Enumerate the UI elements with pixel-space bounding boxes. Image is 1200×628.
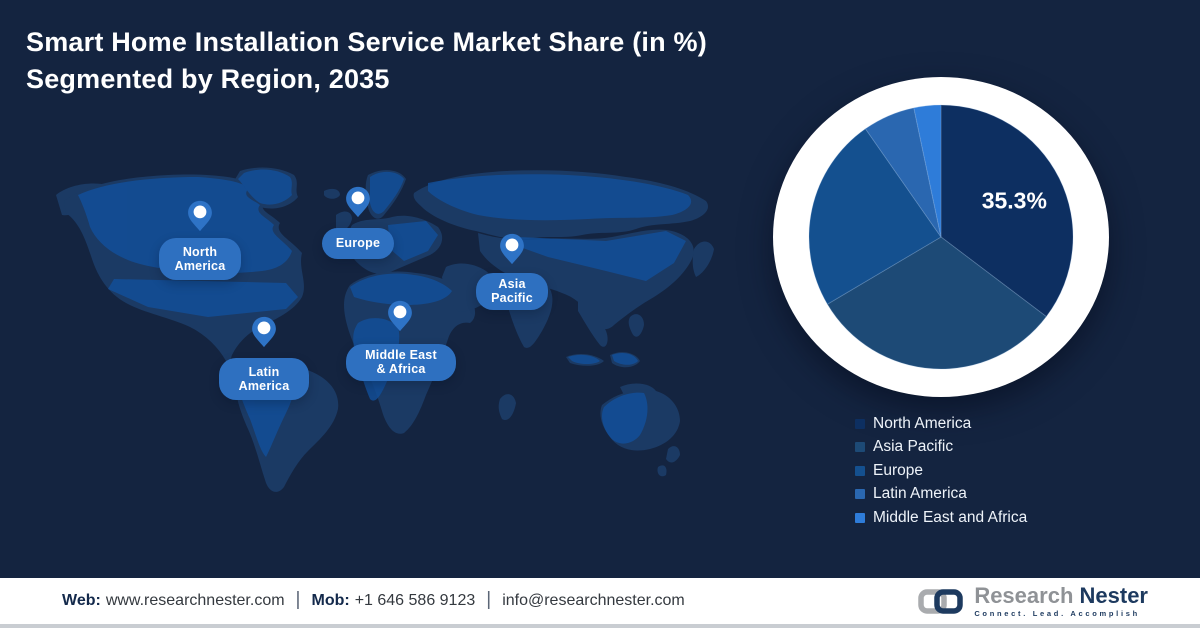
region-label-europe: Europe: [322, 227, 394, 259]
pie-slice-asia-pacific: [826, 236, 1048, 370]
page-title-line-2: Segmented by Region, 2035: [26, 64, 390, 94]
pie-legend: North America Asia Pacific Europe Latin Ame…: [855, 412, 1027, 530]
pie-data-label-north-america: 35.3%: [982, 188, 1047, 214]
region-label-line: Pacific: [491, 291, 533, 305]
phone-number: +1 646 586 9123: [354, 592, 476, 609]
location-pin-icon: [346, 186, 370, 218]
logo-word-nester: Nester: [1079, 582, 1148, 608]
pie-slices: 35.3%: [808, 104, 1074, 370]
pie-slice-middle-east-and-africa: [913, 104, 942, 238]
region-label-line: North: [182, 244, 218, 259]
legend-item-middle-east-and-africa: Middle East and Africa: [855, 506, 1027, 530]
page-title: Smart Home Installation Service Market S…: [26, 24, 707, 98]
email-address: info@researchnester.com: [502, 592, 685, 609]
legend-label: Middle East and Africa: [873, 508, 1028, 526]
logo-tagline: Connect. Lead. Accomplish: [974, 608, 1140, 618]
contact-info: Web: www.researchnester.com | Mob: +1 64…: [62, 589, 685, 612]
logo-word-research: Research: [974, 582, 1074, 608]
location-pin-icon: [188, 200, 212, 232]
web-label: Web:: [62, 592, 101, 609]
region-label-middle-east-africa: Middle East & Africa: [346, 343, 456, 381]
legend-label: North America: [873, 414, 972, 432]
mob-label: Mob:: [311, 592, 350, 609]
location-pin-icon: [388, 300, 412, 332]
legend-swatch: [855, 442, 865, 453]
chain-links-icon: [918, 589, 964, 614]
legend-swatch: [855, 418, 865, 429]
pie-slice-latin-america: [864, 107, 942, 238]
region-label-latin-america: Latin America: [219, 358, 309, 400]
legend-item-europe: Europe: [855, 459, 1027, 483]
separator: |: [486, 589, 492, 610]
region-label-asia-pacific: Asia Pacific: [476, 272, 548, 310]
pie-slice-north-america: [940, 104, 1074, 318]
region-label-line: America: [174, 259, 226, 273]
legend-label: Europe: [873, 461, 923, 479]
legend-swatch: [855, 465, 865, 476]
region-label-line: America: [238, 379, 290, 393]
research-nester-logo: Research Nester Connect. Lead. Accomplis…: [917, 582, 1148, 618]
footer-bar: Web: www.researchnester.com | Mob: +1 64…: [0, 578, 1200, 628]
legend-swatch: [855, 489, 865, 500]
legend-item-north-america: North America: [855, 412, 1027, 436]
region-label-line: Middle East: [365, 347, 437, 362]
pie-chart: 35.3%: [773, 77, 1109, 397]
separator: |: [295, 589, 301, 610]
region-label-line: & Africa: [376, 362, 426, 376]
pie-slice-europe: [808, 128, 942, 305]
logo-wordmark: Research Nester: [974, 582, 1148, 608]
region-label-line: Europe: [335, 235, 381, 250]
region-label-line: Latin: [248, 364, 280, 379]
page-title-line-1: Smart Home Installation Service Market S…: [26, 27, 707, 57]
location-pin-icon: [252, 316, 276, 348]
region-label-north-america: North America: [159, 238, 241, 280]
legend-label: Asia Pacific: [873, 438, 954, 456]
location-pin-icon: [500, 233, 524, 265]
legend-swatch: [855, 512, 865, 523]
web-url: www.researchnester.com: [105, 592, 285, 609]
legend-item-latin-america: Latin America: [855, 483, 1027, 507]
region-label-line: Asia: [498, 276, 526, 291]
legend-item-asia-pacific: Asia Pacific: [855, 436, 1027, 460]
legend-label: Latin America: [873, 485, 967, 503]
logo-text: Research Nester Connect. Lead. Accomplis…: [974, 582, 1148, 618]
